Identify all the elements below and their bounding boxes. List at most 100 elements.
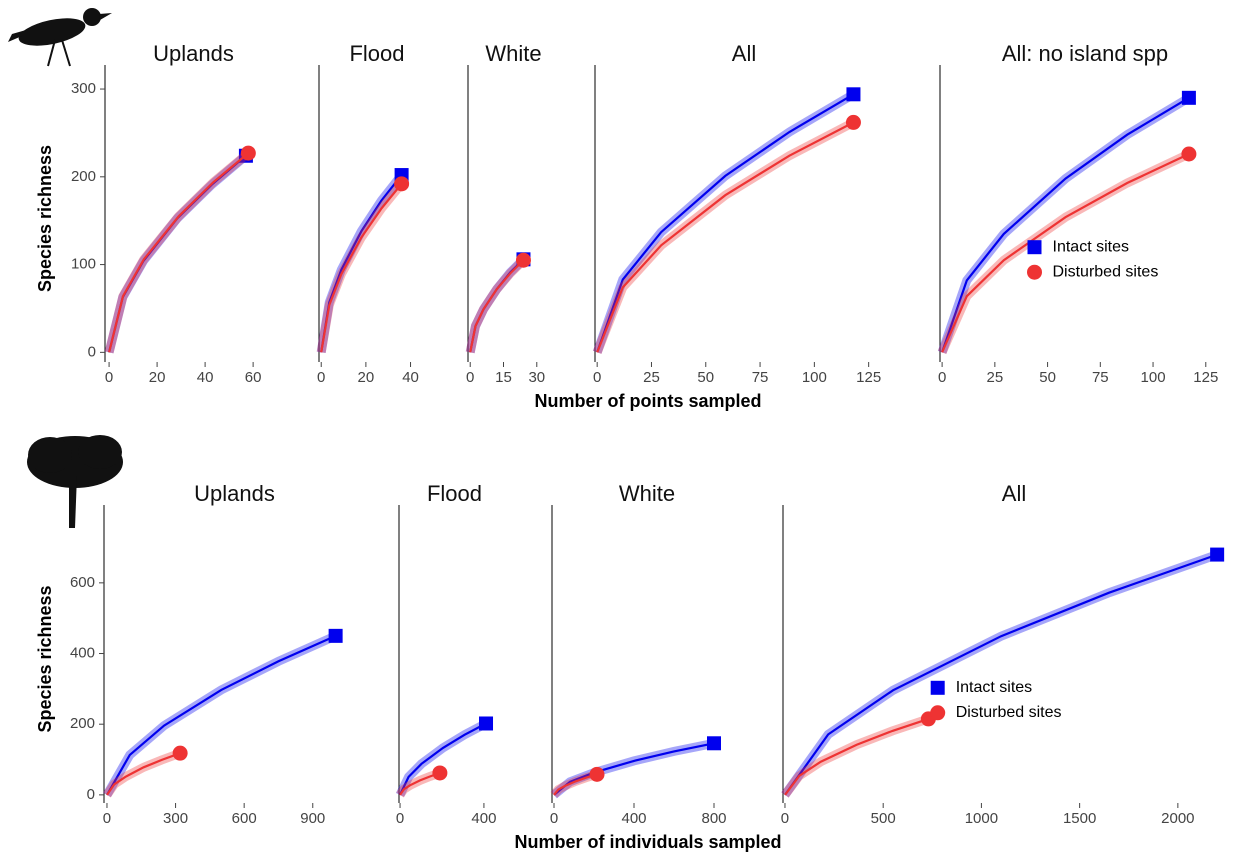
curve xyxy=(941,153,1190,353)
x-tick-label: 40 xyxy=(402,369,419,386)
curve xyxy=(108,152,250,353)
curve xyxy=(941,96,1190,353)
curve xyxy=(469,259,525,353)
x-tick-label: 25 xyxy=(987,369,1004,386)
legend-marker xyxy=(1027,264,1042,280)
curve xyxy=(320,183,403,353)
x-tick-label: 100 xyxy=(802,369,827,386)
x-tick-label: 75 xyxy=(752,369,769,386)
confidence-band xyxy=(316,180,406,354)
panel-title: All xyxy=(732,41,756,66)
end-marker xyxy=(432,765,448,781)
x-tick-label: 125 xyxy=(856,369,881,386)
panel-title: All xyxy=(1002,481,1026,506)
confidence-band xyxy=(781,714,930,798)
y-tick-label: 600 xyxy=(70,574,95,591)
y-tick-label: 100 xyxy=(71,256,96,273)
panel-title: White xyxy=(619,481,675,506)
y-tick-label: 200 xyxy=(71,168,96,185)
curve xyxy=(399,771,441,796)
curve xyxy=(553,773,598,796)
y-tick-label: 200 xyxy=(70,715,95,732)
confidence-band xyxy=(104,149,252,354)
x-tick-label: 400 xyxy=(471,810,496,827)
x-tick-label: 0 xyxy=(938,369,946,386)
end-marker xyxy=(846,87,861,102)
x-tick-label: 0 xyxy=(105,369,113,386)
end-marker xyxy=(515,252,531,268)
confidence-band xyxy=(104,152,249,354)
x-tick-label: 500 xyxy=(871,810,896,827)
end-marker xyxy=(1181,146,1197,162)
end-marker xyxy=(1210,547,1225,562)
confidence-band xyxy=(592,90,856,354)
end-marker xyxy=(394,176,410,192)
panel-title: Flood xyxy=(349,41,404,66)
end-marker xyxy=(1181,90,1196,105)
x-tick-label: 40 xyxy=(197,369,214,386)
end-marker xyxy=(479,716,494,731)
confidence-band xyxy=(937,93,1192,354)
curve xyxy=(108,154,247,353)
y-axis-label: Species richness xyxy=(35,145,55,292)
legend-marker xyxy=(1027,240,1042,255)
end-marker xyxy=(328,628,343,643)
x-tick-label: 0 xyxy=(781,810,789,827)
x-tick-label: 15 xyxy=(495,369,512,386)
x-tick-label: 20 xyxy=(149,369,166,386)
x-tick-label: 0 xyxy=(466,369,474,386)
end-marker xyxy=(707,736,721,751)
legend-label: Disturbed sites xyxy=(956,704,1062,721)
legend-label: Intact sites xyxy=(1053,238,1129,255)
x-tick-label: 30 xyxy=(528,369,545,386)
x-tick-label: 0 xyxy=(550,810,558,827)
curve xyxy=(106,634,337,796)
legend-marker xyxy=(930,705,946,721)
x-tick-label: 2000 xyxy=(1161,810,1194,827)
confidence-band xyxy=(593,118,856,354)
legend-marker xyxy=(930,680,945,695)
curve xyxy=(784,717,929,796)
x-tick-label: 100 xyxy=(1141,369,1166,386)
confidence-band xyxy=(465,257,527,354)
x-tick-label: 75 xyxy=(1092,369,1109,386)
panel-title: White xyxy=(485,41,541,66)
panel-title: All: no island spp xyxy=(1002,41,1168,66)
curve xyxy=(399,722,487,796)
confidence-band xyxy=(551,738,715,799)
legend-label: Intact sites xyxy=(956,679,1032,696)
y-axis-label: Species richness xyxy=(35,585,55,732)
x-tick-label: 50 xyxy=(1039,369,1056,386)
end-marker xyxy=(589,766,605,782)
x-axis-label: Number of points sampled xyxy=(534,391,761,411)
curve xyxy=(106,752,181,796)
x-tick-label: 400 xyxy=(621,810,646,827)
x-tick-label: 900 xyxy=(300,810,325,827)
x-tick-label: 0 xyxy=(396,810,404,827)
end-marker xyxy=(172,745,188,761)
x-tick-label: 600 xyxy=(232,810,257,827)
x-axis-label: Number of individuals sampled xyxy=(514,832,781,852)
x-tick-label: 800 xyxy=(701,810,726,827)
tree-icon xyxy=(27,435,123,528)
confidence-band xyxy=(781,550,1219,798)
x-tick-label: 0 xyxy=(103,810,111,827)
end-marker xyxy=(240,145,256,161)
curve xyxy=(784,553,1218,796)
legend-label: Disturbed sites xyxy=(1053,263,1159,280)
panel-title: Uplands xyxy=(194,481,275,506)
y-tick-label: 300 xyxy=(71,80,96,97)
x-tick-label: 125 xyxy=(1193,369,1218,386)
panel-title: Flood xyxy=(427,481,482,506)
bird-icon xyxy=(8,8,112,67)
end-marker xyxy=(845,114,861,130)
x-tick-label: 300 xyxy=(163,810,188,827)
curve xyxy=(596,121,855,353)
y-tick-label: 400 xyxy=(70,644,95,661)
x-tick-label: 25 xyxy=(643,369,660,386)
x-tick-label: 1000 xyxy=(965,810,998,827)
x-tick-label: 0 xyxy=(317,369,325,386)
x-tick-label: 50 xyxy=(697,369,714,386)
x-tick-label: 20 xyxy=(358,369,375,386)
